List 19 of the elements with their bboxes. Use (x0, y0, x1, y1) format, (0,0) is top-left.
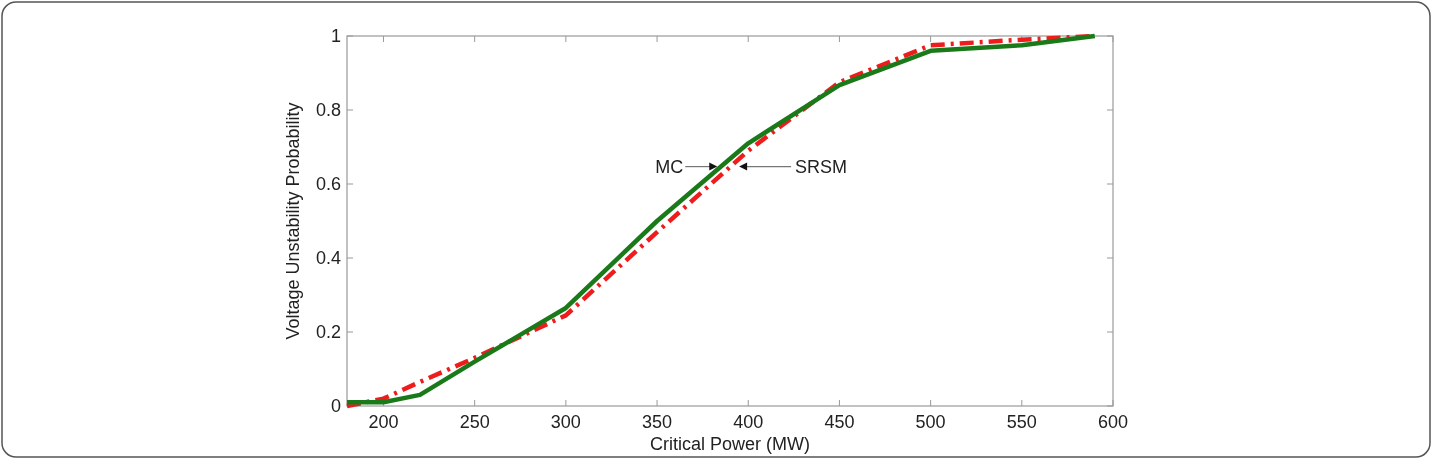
y-tick-label: 0.6 (315, 174, 341, 194)
x-tick-label: 450 (824, 412, 855, 432)
y-tick-label: 0.2 (315, 322, 341, 342)
y-tick-label: 1 (330, 26, 341, 46)
y-tick-label: 0.4 (315, 248, 341, 268)
x-tick-label: 600 (1097, 412, 1129, 432)
x-axis-title: Critical Power (MW) (650, 434, 810, 454)
y-tick-label: 0 (330, 396, 341, 416)
annotation: SRSM (795, 156, 848, 177)
x-tick-label: 250 (459, 412, 490, 432)
y-tick-label: 0.8 (315, 100, 341, 120)
x-tick-label: 550 (1006, 412, 1037, 432)
annotation: MC (655, 156, 684, 177)
y-axis-title: Voltage Unstability Probability (283, 102, 303, 340)
x-tick-label: 350 (642, 412, 673, 432)
x-tick-label: 500 (915, 412, 946, 432)
x-tick-label: 300 (550, 412, 581, 432)
x-tick-label: 400 (733, 412, 764, 432)
x-tick-label: 200 (368, 412, 399, 432)
